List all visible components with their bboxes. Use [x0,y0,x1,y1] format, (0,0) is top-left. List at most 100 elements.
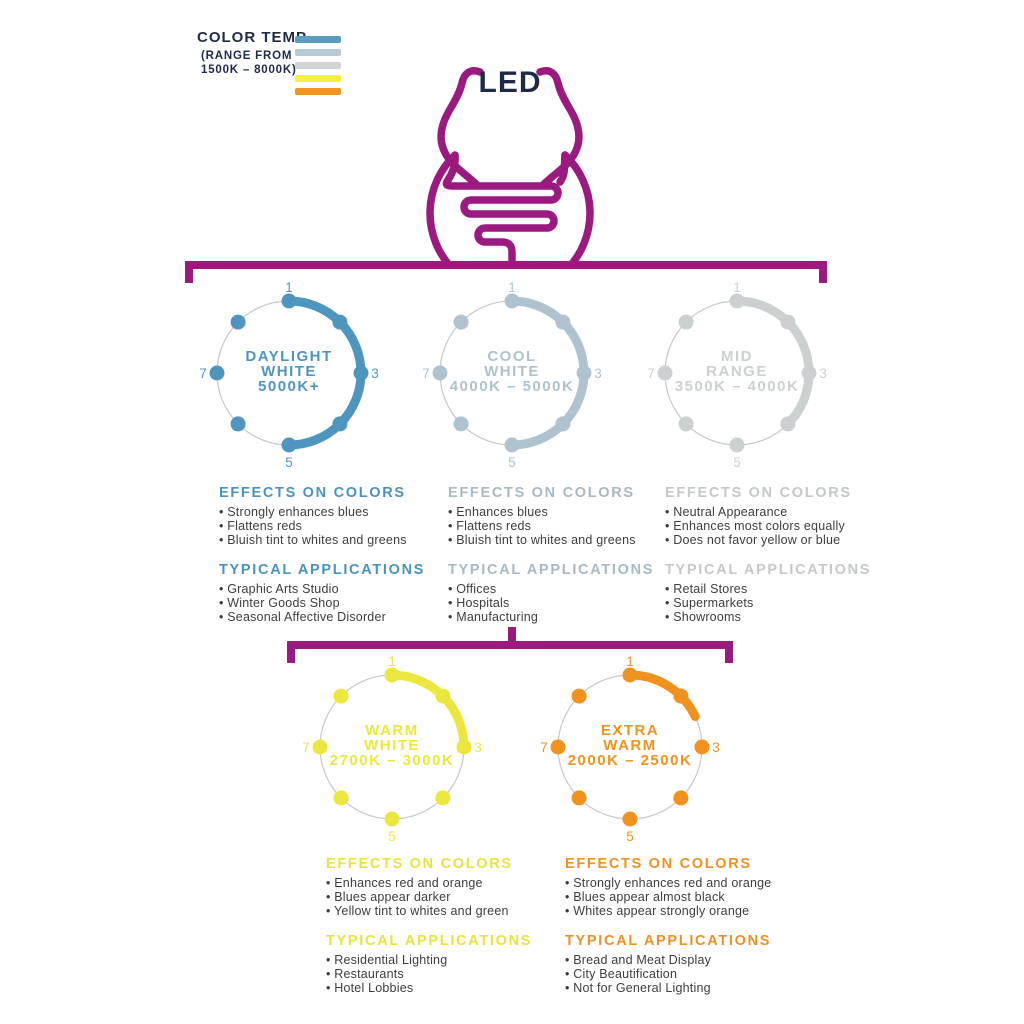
cool-white-dial-label: COOL WHITE 4000K – 5000K [450,348,575,395]
cool-white-scale-label: 3 [594,366,602,381]
warm-branch-bracket-right-tick [725,641,733,663]
mid-range-dial-dot [780,416,796,432]
cool-white-effects-list-item: Bluish tint to whites and greens [448,533,693,548]
section-daylight-white: EFFECTS ON COLORS Strongly enhances blues… [219,485,464,640]
extra-warm-swatch [295,88,341,95]
daylight-white-applications-list-item: Seasonal Affective Disorder [219,610,464,625]
cool-white-effects-list: Enhances bluesFlattens redsBluish tint t… [448,505,693,548]
mid-range-dial-dot [678,416,694,432]
daylight-white-effects-heading: EFFECTS ON COLORS [219,485,406,501]
warm-white-dial-svg: 1 3 5 7 WARM WHITE 2700K – 3000K [302,654,482,844]
warm-white-dial-dot [333,688,349,704]
cool-white-dial-dot [555,416,571,432]
daylight-white-applications-list: Graphic Arts StudioWinter Goods ShopSeas… [219,583,464,624]
extra-warm-scale-label: 3 [712,740,720,755]
extra-warm-dial-label: EXTRA WARM 2000K – 2500K [568,722,693,769]
extra-warm-dial-arc [625,670,700,722]
mid-range-dial-arc [732,296,814,429]
section-mid-range: EFFECTS ON COLORS Neutral AppearanceEnhan… [665,485,910,640]
extra-warm-dial-dot [622,811,638,827]
section-warm-white: EFFECTS ON COLORS Enhances red and orange… [326,856,571,1011]
dial-cool-white: 1 3 5 7 COOL WHITE 4000K – 5000K [412,273,612,473]
extra-warm-scale-label: 7 [540,740,548,755]
cool-white-applications-list-item: Manufacturing [448,610,693,625]
warm-white-applications-list-item: Restaurants [326,967,571,982]
extra-warm-dial-dot [694,739,710,755]
cool-white-dial-dot [432,365,448,381]
warm-white-dial-dot [312,739,328,755]
daylight-white-dial-dot [281,437,297,453]
cool-white-dial-dot [453,416,469,432]
daylight-white-dial-dot [353,365,369,381]
cool-white-effects-list-item: Enhances blues [448,505,693,520]
warm-white-effects-list-item: Blues appear darker [326,890,571,905]
mid-range-dial-svg: 1 3 5 7 MID RANGE 3500K – 4000K [647,280,827,470]
warm-white-dial-dot [435,688,451,704]
daylight-white-scale-label: 7 [199,366,207,381]
mid-range-scale-label: 1 [733,280,741,295]
extra-warm-effects-list-item: Whites appear strongly orange [565,904,810,919]
daylight-white-scale-label: 1 [285,280,293,295]
extra-warm-dial-dot [673,688,689,704]
mid-range-dial-label: MID RANGE 3500K – 4000K [675,348,800,395]
extra-warm-applications-list-item: Not for General Lighting [565,981,810,996]
extra-warm-applications-list-item: Bread and Meat Display [565,954,810,968]
warm-white-applications-heading: TYPICAL APPLICATIONS [326,933,533,950]
mid-range-applications-list-item: Retail Stores [665,583,910,597]
warm-white-applications-list-item: Residential Lighting [326,954,571,968]
mid-range-applications-list: Retail StoresSupermarketsShowrooms [665,583,910,624]
cool-white-dial-dot [555,314,571,330]
warm-white-effects-heading: EFFECTS ON COLORS [326,856,513,872]
warm-white-applications-list: Residential LightingRestaurantsHotel Lob… [326,954,571,995]
mid-range-swatch [295,62,341,69]
warm-white-effects-list-item: Enhances red and orange [326,876,571,891]
extra-warm-effects-heading: EFFECTS ON COLORS [565,856,752,872]
cool-branch-bracket [185,261,827,269]
daylight-white-effects-list-item: Flattens reds [219,519,464,534]
mid-range-effects-list-item: Enhances most colors equally [665,519,910,534]
mid-range-scale-label: 7 [647,366,655,381]
extra-warm-dial-dot [550,739,566,755]
daylight-white-dial-dot [332,416,348,432]
cool-white-dial-dot [453,314,469,330]
legend-subtitle-line1: (RANGE FROM [201,50,293,62]
warm-white-dial-dot [456,739,472,755]
extra-warm-dial-dot [571,688,587,704]
mid-range-effects-list-item: Does not favor yellow or blue [665,533,910,548]
color-temp-legend: COLOR TEMP. (RANGE FROM 1500K – 8000K) [197,29,310,77]
cool-branch-bracket-right-tick [819,261,827,283]
mid-range-effects-list-item: Neutral Appearance [665,505,910,520]
mid-range-dial-dot [729,437,745,453]
daylight-white-dial-dot [209,365,225,381]
cool-white-dial-dot [504,293,520,309]
extra-warm-applications-list: Bread and Meat DisplayCity Beautificatio… [565,954,810,995]
daylight-white-dial-dot [332,314,348,330]
warm-white-applications-list-item: Hotel Lobbies [326,981,571,996]
extra-warm-scale-label: 1 [626,654,634,669]
cool-white-effects-heading: EFFECTS ON COLORS [448,485,635,501]
daylight-white-applications-heading: TYPICAL APPLICATIONS [219,562,426,579]
extra-warm-effects-list-item: Blues appear almost black [565,890,810,905]
mid-range-scale-label: 3 [819,366,827,381]
extra-warm-dial-dot [571,790,587,806]
bulb-inner-glass-right [536,67,583,188]
warm-branch-bracket-left-tick [287,641,295,663]
section-extra-warm: EFFECTS ON COLORS Strongly enhances red a… [565,856,810,1011]
daylight-white-swatch [295,36,341,43]
mid-range-dial-dot [780,314,796,330]
cool-white-applications-list: OfficesHospitalsManufacturing [448,583,693,624]
daylight-white-dial-label: DAYLIGHT WHITE 5000K+ [245,348,332,395]
extra-warm-dial-svg: 1 3 5 7 EXTRA WARM 2000K – 2500K [540,654,720,844]
mid-range-dial-dot [678,314,694,330]
daylight-white-dial-svg: 1 3 5 7 DAYLIGHT WHITE 5000K+ [199,280,379,470]
daylight-white-applications-list-item: Graphic Arts Studio [219,583,464,597]
daylight-white-scale-label: 3 [371,366,379,381]
warm-white-effects-list-item: Yellow tint to whites and green [326,904,571,919]
daylight-white-dial-dot [230,314,246,330]
mid-range-applications-heading: TYPICAL APPLICATIONS [665,562,872,579]
warm-branch-bracket [287,641,733,649]
warm-white-scale-label: 3 [474,740,482,755]
mid-range-applications-list-item: Supermarkets [665,596,910,611]
mid-range-applications-list-item: Showrooms [665,610,910,625]
bulb-globe-outline [426,151,594,266]
